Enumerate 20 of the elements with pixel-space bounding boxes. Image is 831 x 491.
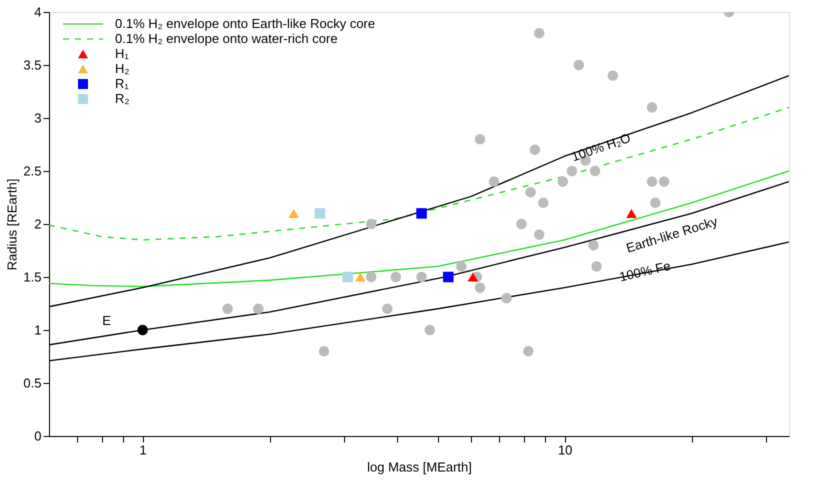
legend-label: R₁ (115, 76, 130, 91)
legend-label: 0.1% H₂ envelope onto Earth-like Rocky core (115, 16, 376, 31)
legend-label: R₂ (115, 91, 130, 106)
x-tick-label: 10 (558, 442, 572, 458)
y-tick-label: 0 (34, 428, 42, 444)
y-tick-label: 3 (34, 110, 42, 126)
legend-label: 0.1% H₂ envelope onto water-rich core (115, 31, 338, 46)
x-axis-title: log Mass [MEarth] (367, 460, 472, 474)
y-tick-label: 1 (34, 322, 42, 338)
y-tick-label: 3.5 (23, 58, 42, 72)
annotation: Earth-like Rocky (624, 213, 720, 256)
legend-label: H₁ (115, 46, 130, 61)
annotation: E (102, 313, 112, 328)
legend-label: H₂ (115, 61, 130, 76)
y-tick-label: 0.5 (23, 376, 42, 390)
y-tick-label: 2.5 (23, 164, 42, 178)
y-tick-label: 2 (34, 216, 42, 232)
y-tick-label: 1.5 (23, 270, 42, 284)
y-axis-title: Radius [REarth] (4, 178, 20, 270)
y-tick-label: 4 (34, 4, 42, 20)
